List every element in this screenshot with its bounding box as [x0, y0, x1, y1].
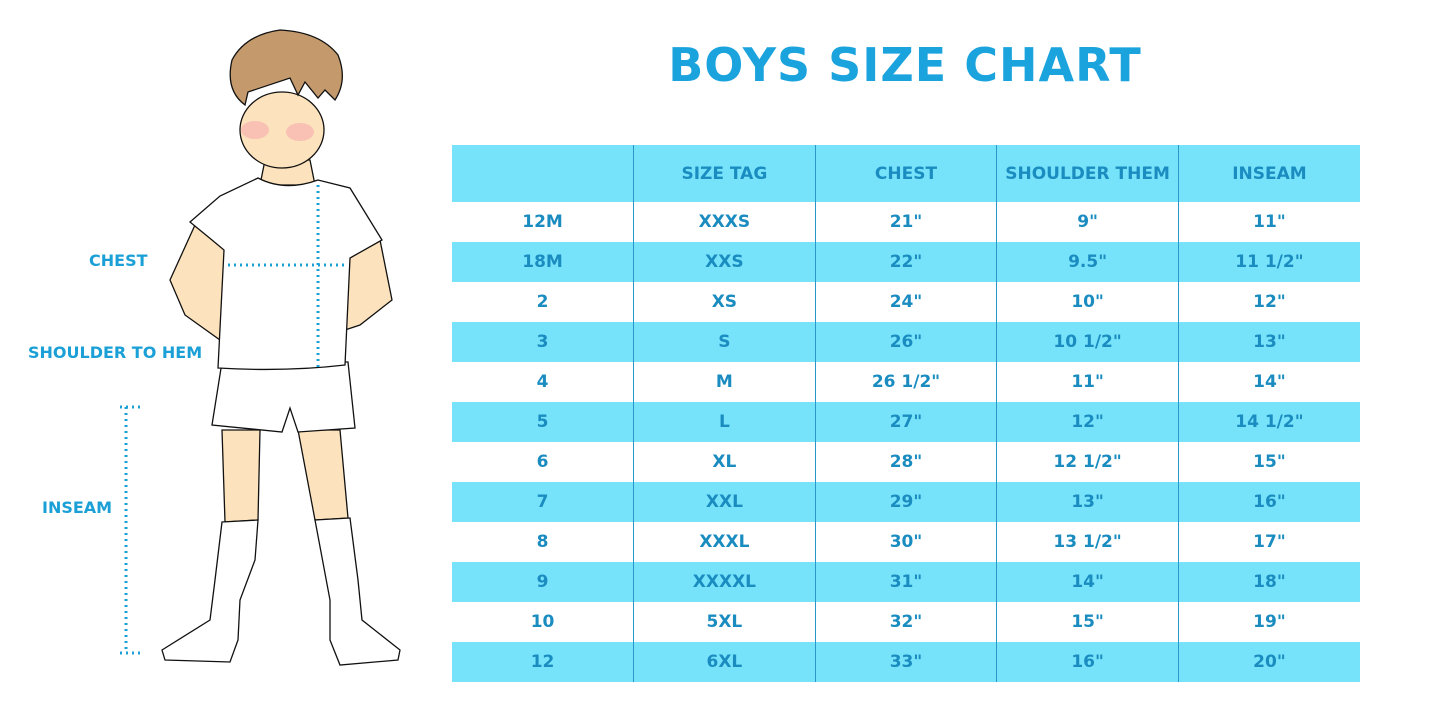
table-cell: S: [633, 322, 816, 362]
chest-label: CHEST: [89, 251, 148, 270]
shoulder-to-hem-label: SHOULDER TO HEM: [28, 343, 203, 362]
table-cell: M: [633, 362, 816, 402]
table-cell: 16": [1177, 482, 1360, 522]
table-cell: 19": [1177, 602, 1360, 642]
table-row: 10 5XL 32" 15" 19": [452, 602, 1360, 642]
table-cell: 15": [1177, 442, 1360, 482]
table-row: 2 XS 24" 10" 12": [452, 282, 1360, 322]
table-cell: L: [633, 402, 816, 442]
table-cell: 2: [536, 292, 549, 312]
table-row: 7 XXL 29" 13" 16": [452, 482, 1360, 522]
boy-illustration: [120, 29, 401, 666]
table-cell: 12 1/2": [996, 442, 1179, 482]
page-title: BOYS SIZE CHART: [668, 38, 1142, 92]
table-cell: 33": [814, 642, 997, 682]
table-cell: 10 1/2": [996, 322, 1179, 362]
table-cell: 31": [814, 562, 997, 602]
table-cell: 12: [452, 642, 634, 682]
table-cell: 26": [814, 322, 997, 362]
table-cell: 5XL: [633, 602, 816, 642]
table-cell: 27": [814, 402, 997, 442]
table-cell: 7: [452, 482, 634, 522]
table-cell: 12M: [522, 212, 563, 232]
table-row: 8 XXXL 30" 13 1/2" 17": [452, 522, 1360, 562]
table-cell: 15": [996, 602, 1179, 642]
table-cell: 12": [996, 402, 1179, 442]
table-cell: XS: [633, 282, 816, 322]
table-row: 4 M 26 1/2" 11" 14": [452, 362, 1360, 402]
table-cell: XXXS: [633, 202, 816, 242]
table-row: 12M XXXS 21" 9" 11": [452, 202, 1360, 242]
table-cell: XXL: [633, 482, 816, 522]
table-cell: 29": [814, 482, 997, 522]
table-cell: 4: [536, 372, 549, 392]
table-cell: 11": [996, 362, 1179, 402]
table-cell: XL: [633, 442, 816, 482]
table-cell: 24": [814, 282, 997, 322]
table-cell: 17": [1177, 522, 1360, 562]
table-cell: 3: [452, 322, 634, 362]
table-cell: 11": [1177, 202, 1360, 242]
table-cell: 8: [536, 532, 549, 552]
table-cell: 18M: [452, 242, 634, 282]
table-cell: 6: [536, 452, 549, 472]
column-header: CHEST: [814, 145, 997, 202]
table-cell: 26 1/2": [814, 362, 997, 402]
table-cell: 32": [814, 602, 997, 642]
inseam-label: INSEAM: [42, 498, 113, 517]
size-chart-table: SIZE TAG CHEST SHOULDER THEM INSEAM 12M XXXS…: [452, 145, 1360, 682]
table-row: 12 6XL 33" 16" 20": [452, 642, 1360, 682]
table-cell: 13": [996, 482, 1179, 522]
table-cell: 14 1/2": [1177, 402, 1360, 442]
table-cell: 13 1/2": [996, 522, 1179, 562]
table-cell: 30": [814, 522, 997, 562]
table-cell: 9: [452, 562, 634, 602]
table-row: 18M XXS 22" 9.5" 11 1/2": [452, 242, 1360, 282]
table-cell: 18": [1177, 562, 1360, 602]
column-header: INSEAM: [1177, 145, 1360, 202]
table-cell: XXXL: [633, 522, 816, 562]
table-cell: 16": [996, 642, 1179, 682]
table-cell: 10: [530, 612, 555, 632]
table-row: 9 XXXXL 31" 14" 18": [452, 562, 1360, 602]
table-cell: XXS: [633, 242, 816, 282]
table-cell: 21": [814, 202, 997, 242]
table-cell: 9": [996, 202, 1179, 242]
table-cell: 20": [1177, 642, 1360, 682]
table-cell: 28": [814, 442, 997, 482]
column-header: [452, 145, 634, 202]
table-cell: 12": [1177, 282, 1360, 322]
table-cell: 11 1/2": [1177, 242, 1360, 282]
table-cell: 14": [1177, 362, 1360, 402]
table-cell: 13": [1177, 322, 1360, 362]
column-header: SIZE TAG: [633, 145, 816, 202]
table-cell: 5: [452, 402, 634, 442]
table-row: 5 L 27" 12" 14 1/2": [452, 402, 1360, 442]
table-cell: 10": [996, 282, 1179, 322]
table-cell: 6XL: [633, 642, 816, 682]
column-header: SHOULDER THEM: [996, 145, 1179, 202]
table-cell: 9.5": [996, 242, 1179, 282]
table-cell: XXXXL: [633, 562, 816, 602]
table-cell: 14": [996, 562, 1179, 602]
table-row: 6 XL 28" 12 1/2" 15": [452, 442, 1360, 482]
table-row: 3 S 26" 10 1/2" 13": [452, 322, 1360, 362]
table-header-row: SIZE TAG CHEST SHOULDER THEM INSEAM: [452, 145, 1360, 202]
table-cell: 22": [814, 242, 997, 282]
